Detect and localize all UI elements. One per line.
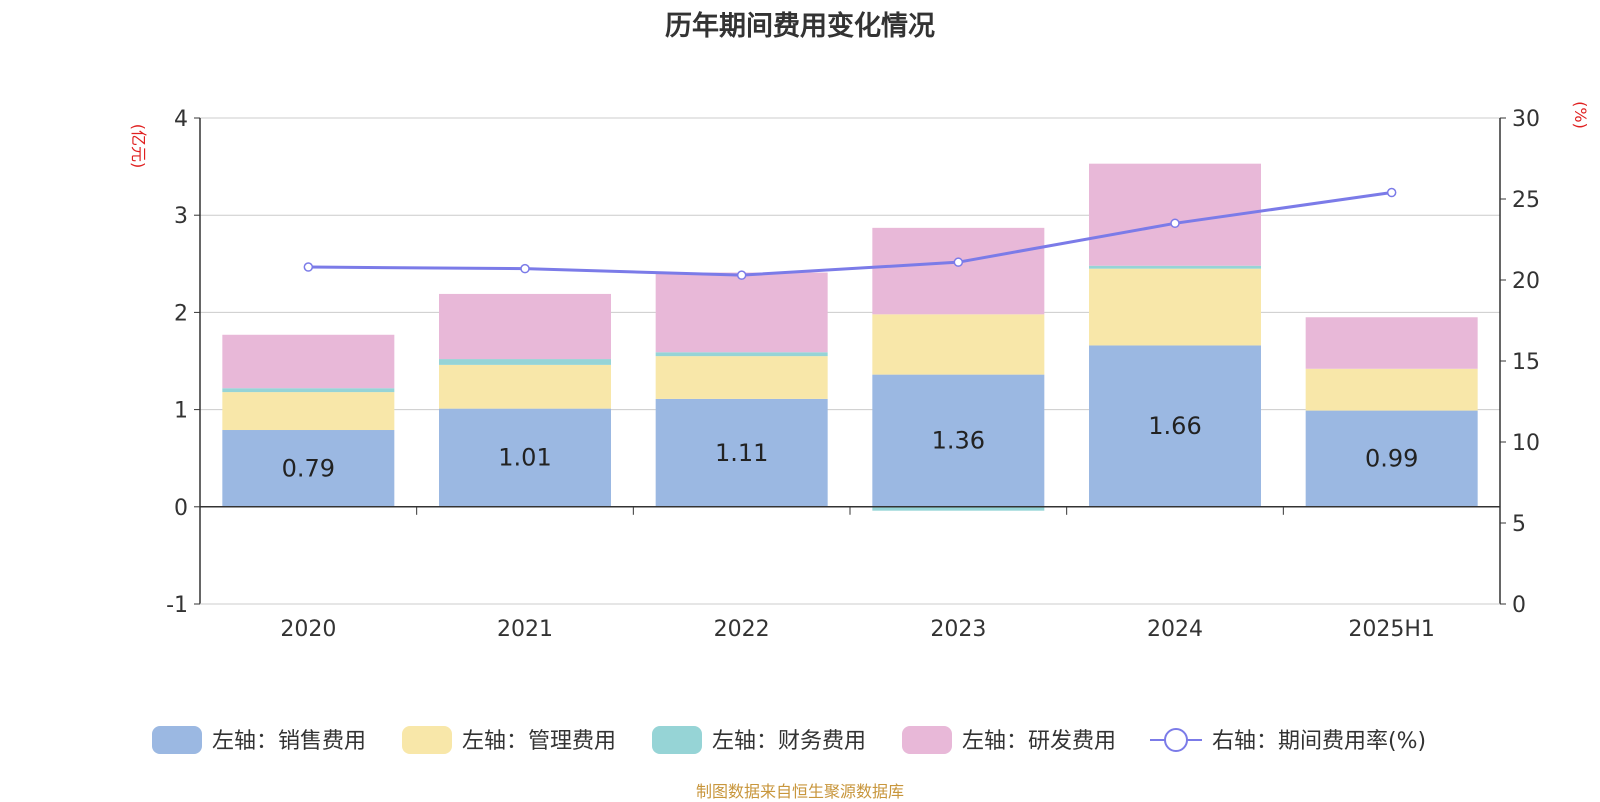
legend-label: 左轴：销售费用: [212, 729, 366, 754]
category-label: 2022: [714, 617, 770, 642]
right-axis-tick-label: 15: [1512, 350, 1540, 375]
category-label: 2023: [930, 617, 986, 642]
bar-segment: [1305, 317, 1478, 369]
chart-title: 历年期间费用变化情况: [665, 11, 935, 42]
right-axis-tick-label: 10: [1512, 431, 1540, 456]
left-axis-tick-label: 2: [174, 301, 188, 326]
expense-ratio-point: [303, 262, 314, 272]
right-axis-tick-label: 5: [1512, 512, 1526, 537]
bar-segment: [439, 364, 611, 409]
bar-data-label: 0.79: [282, 454, 335, 482]
right-axis-tick-label: 30: [1512, 107, 1540, 132]
legend-label: 左轴：财务费用: [712, 729, 866, 754]
bar-data-label: 1.36: [932, 427, 985, 455]
expense-ratio-point: [1386, 187, 1397, 198]
right-axis-tick-label: 25: [1512, 188, 1540, 213]
legend-swatch: [652, 726, 702, 754]
bar-segment: [1089, 265, 1261, 269]
left-axis-tick-label: 0: [174, 496, 188, 521]
bar-segment: [222, 392, 395, 431]
bar-segment: [872, 314, 1045, 375]
legend-swatch: [152, 726, 202, 754]
legend-swatch: [402, 726, 452, 754]
legend-label: 右轴：期间费用率(%): [1212, 729, 1426, 754]
bar-segment: [655, 356, 828, 399]
bar-segment: [872, 227, 1045, 315]
left-axis-tick-label: 3: [174, 204, 188, 229]
bar-segment: [872, 374, 1045, 507]
left-axis-tick-label: 1: [174, 399, 188, 424]
legend-swatch: [902, 726, 952, 754]
bar-segment: [1089, 345, 1261, 507]
expense-ratio-point: [520, 263, 530, 274]
bar-segment: [222, 334, 395, 389]
category-label: 2025H1: [1348, 617, 1435, 642]
bar-data-label: 1.01: [498, 444, 551, 472]
bar-segment: [1089, 268, 1261, 346]
data-source-note: 制图数据来自恒生聚源数据库: [695, 782, 904, 801]
bar-segment: [222, 388, 395, 393]
left-axis-unit-label: (亿元): [129, 124, 148, 169]
bar-data-label: 1.11: [715, 439, 768, 467]
expense-ratio-point: [1170, 218, 1180, 229]
bar-segment: [439, 359, 611, 365]
bar-segment: [1305, 368, 1478, 411]
bar-segment: [872, 506, 1045, 511]
legend-label: 左轴：研发费用: [962, 729, 1116, 754]
bar-segment: [1305, 410, 1478, 507]
legend-line-marker: [1164, 728, 1188, 752]
bar-segment: [655, 398, 828, 507]
expense-ratio-point: [953, 257, 964, 267]
bar-segment: [655, 272, 828, 353]
left-axis-tick-label: -1: [166, 593, 188, 618]
bar-segment: [439, 293, 611, 360]
category-label: 2024: [1147, 617, 1203, 642]
left-axis-tick-label: 4: [174, 107, 188, 132]
right-axis-tick-label: 20: [1512, 269, 1540, 294]
expense-ratio-line: [308, 191, 1392, 277]
bar-segment: [655, 352, 828, 357]
bar-segment: [222, 430, 395, 507]
bar-data-label: 1.66: [1148, 412, 1201, 440]
bar-data-label: 0.99: [1365, 445, 1418, 473]
category-label: 2020: [280, 617, 336, 642]
right-axis-tick-label: 0: [1512, 593, 1526, 618]
right-axis-unit-label: (%): [1571, 101, 1590, 129]
category-label: 2021: [497, 617, 553, 642]
expense-ratio-point: [736, 270, 747, 280]
bar-segment: [439, 408, 611, 507]
legend-label: 左轴：管理费用: [462, 729, 616, 754]
